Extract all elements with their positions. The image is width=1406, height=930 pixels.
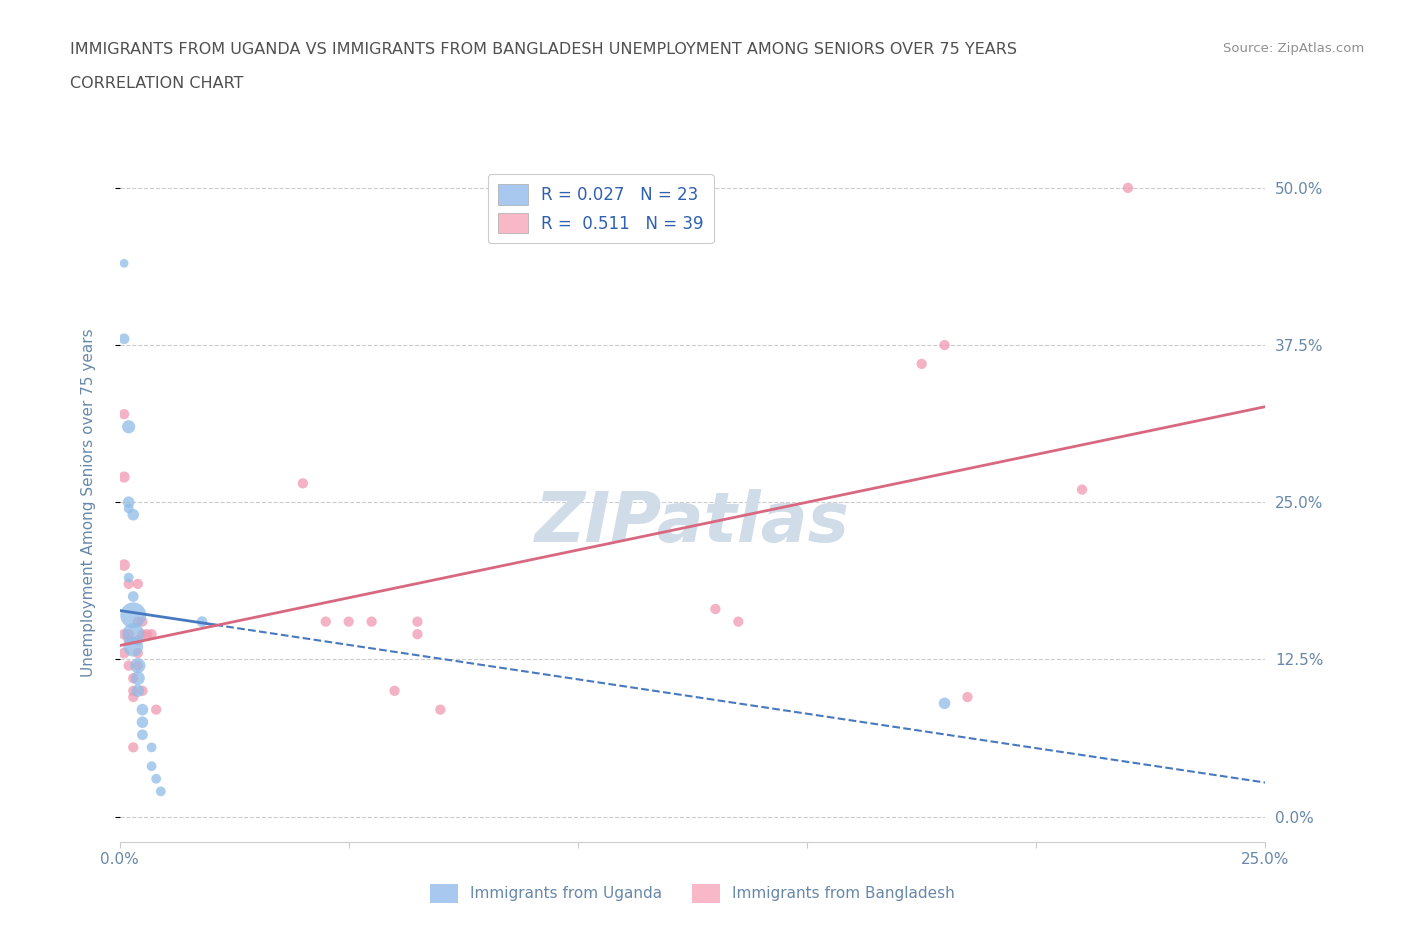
Point: [934, 338, 956, 352]
Point: [122, 639, 145, 654]
Point: [727, 614, 749, 629]
Legend: Immigrants from Uganda, Immigrants from Bangladesh: Immigrants from Uganda, Immigrants from …: [423, 878, 962, 909]
Point: [122, 671, 145, 685]
Point: [112, 645, 135, 660]
Point: [315, 614, 337, 629]
Point: [118, 627, 141, 642]
Point: [131, 614, 153, 629]
Point: [118, 501, 141, 516]
Point: [127, 658, 149, 673]
Point: [131, 702, 153, 717]
Point: [141, 627, 163, 642]
Point: [141, 740, 163, 755]
Point: [360, 614, 382, 629]
Point: [127, 633, 149, 648]
Point: [337, 614, 360, 629]
Text: CORRELATION CHART: CORRELATION CHART: [70, 76, 243, 91]
Text: IMMIGRANTS FROM UGANDA VS IMMIGRANTS FROM BANGLADESH UNEMPLOYMENT AMONG SENIORS : IMMIGRANTS FROM UGANDA VS IMMIGRANTS FRO…: [70, 42, 1018, 57]
Point: [384, 684, 406, 698]
Point: [910, 356, 932, 371]
Point: [127, 577, 149, 591]
Point: [429, 702, 451, 717]
Point: [118, 633, 141, 648]
Point: [122, 740, 145, 755]
Point: [118, 570, 141, 585]
Point: [118, 419, 141, 434]
Point: [145, 702, 167, 717]
Point: [118, 495, 141, 510]
Point: [122, 589, 145, 604]
Point: [122, 508, 145, 523]
Point: [127, 645, 149, 660]
Point: [112, 256, 135, 271]
Point: [131, 627, 153, 642]
Text: ZIPatlas: ZIPatlas: [534, 489, 851, 556]
Point: [127, 671, 149, 685]
Point: [191, 614, 214, 629]
Text: Source: ZipAtlas.com: Source: ZipAtlas.com: [1223, 42, 1364, 55]
Point: [406, 627, 429, 642]
Point: [112, 627, 135, 642]
Point: [406, 614, 429, 629]
Point: [127, 614, 149, 629]
Point: [291, 476, 314, 491]
Point: [1116, 180, 1139, 195]
Point: [131, 715, 153, 730]
Point: [112, 406, 135, 421]
Point: [122, 690, 145, 705]
Point: [934, 696, 956, 711]
Point: [112, 331, 135, 346]
Point: [112, 558, 135, 573]
Point: [122, 608, 145, 623]
Point: [122, 627, 145, 642]
Point: [1071, 482, 1094, 497]
Point: [149, 784, 172, 799]
Point: [131, 684, 153, 698]
Point: [118, 658, 141, 673]
Y-axis label: Unemployment Among Seniors over 75 years: Unemployment Among Seniors over 75 years: [82, 328, 96, 676]
Point: [141, 759, 163, 774]
Point: [145, 771, 167, 786]
Point: [112, 470, 135, 485]
Point: [127, 684, 149, 698]
Point: [131, 727, 153, 742]
Point: [122, 684, 145, 698]
Point: [956, 690, 979, 705]
Point: [127, 658, 149, 673]
Point: [118, 577, 141, 591]
Point: [136, 627, 159, 642]
Point: [704, 602, 727, 617]
